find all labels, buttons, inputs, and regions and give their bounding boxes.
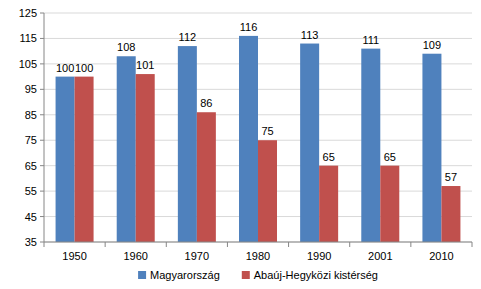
y-tick-label: 85 [25,109,37,121]
x-tick [288,242,289,247]
x-axis [44,242,472,243]
x-tick [227,242,228,247]
y-tick [40,114,44,115]
y-tick [40,63,44,64]
bar [258,140,277,242]
bars [56,36,461,242]
data-label: 100 [56,62,74,74]
data-label: 65 [384,151,396,163]
bar [422,54,441,242]
y-tick [40,242,44,243]
legend-label: Magyarország [150,269,220,281]
y-tick-label: 75 [25,134,37,146]
y-tick [40,165,44,166]
data-label: 108 [117,41,135,53]
data-label: 113 [301,29,319,41]
x-tick-label: 1950 [62,250,86,262]
x-tick [166,242,167,247]
x-tick-label: 1960 [123,250,147,262]
x-tick-label: 1980 [246,250,270,262]
y-tick [40,38,44,39]
data-label: 65 [323,151,335,163]
bar [56,77,75,242]
data-label: 116 [240,21,258,33]
bar [178,46,197,242]
data-label: 100 [75,62,93,74]
chart: 35 45 55 65 75 85 95 105 115 125 100 108 112 116 113 11… [0,0,481,289]
x-tick [105,242,106,247]
y-tick-label: 125 [19,7,37,19]
x-tick [44,242,45,247]
y-tick [40,89,44,90]
bar [136,74,155,242]
bar [239,36,258,242]
bar [197,112,216,242]
y-tick-label: 55 [25,185,37,197]
bar [380,166,399,242]
bar [441,186,460,242]
y-axis [44,13,45,242]
y-tick-label: 45 [25,211,37,223]
x-tick [410,242,411,247]
data-label: 86 [200,97,212,109]
data-label: 111 [362,34,379,46]
grid-line [44,242,472,243]
y-tick [40,140,44,141]
legend-label: Abaúj-Hegyközi kistérség [254,269,378,281]
data-label: 101 [136,59,154,71]
legend-swatch [138,271,146,279]
y-tick-label: 105 [19,58,37,70]
data-label: 75 [261,125,273,137]
x-tick [349,242,350,247]
data-label: 109 [423,39,441,51]
y-tick-label: 95 [25,83,37,95]
x-tick-label: 2001 [368,250,392,262]
y-tick [40,191,44,192]
legend-swatch [242,271,250,279]
x-tick-label: 1990 [307,250,331,262]
bar [75,77,94,242]
x-tick-label: 2010 [429,250,453,262]
y-tick [40,13,44,14]
x-tick [472,242,473,247]
legend: Magyarország Abaúj-Hegyközi kistérség [138,269,378,281]
data-label: 112 [179,31,197,43]
y-tick-label: 65 [25,160,37,172]
bar [361,49,380,242]
y-tick [40,216,44,217]
grid-line [44,13,472,14]
bar [319,166,338,242]
y-tick-label: 115 [19,32,37,44]
data-label: 57 [445,171,457,183]
x-tick-label: 1970 [185,250,209,262]
y-tick-label: 35 [25,236,37,248]
bar [117,56,136,242]
bar [300,44,319,242]
